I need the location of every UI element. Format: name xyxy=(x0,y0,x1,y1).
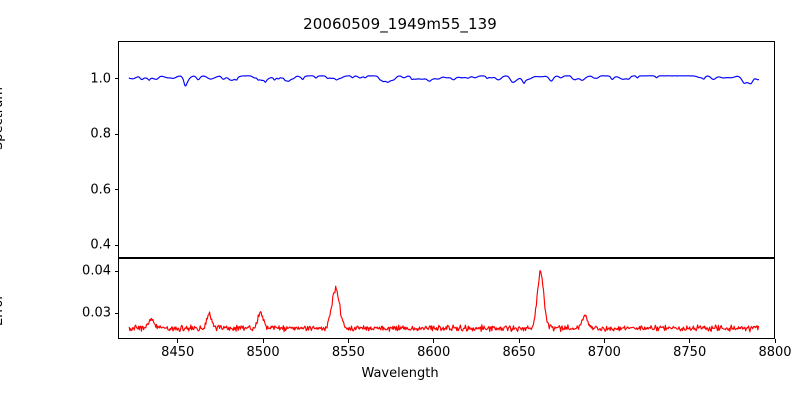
x-tick-label: 8600 xyxy=(417,345,451,360)
y-tick-label-error: 0.03 xyxy=(82,305,111,321)
plot-title: 20060509_1949m55_139 xyxy=(303,15,497,33)
y-tick-label-spectrum: 1.0 xyxy=(90,71,111,87)
axis-tick xyxy=(774,339,776,343)
y-tick-label-spectrum: 0.6 xyxy=(90,182,111,198)
error-plot-area xyxy=(128,270,760,333)
x-tick-label: 8500 xyxy=(246,345,280,360)
axis-tick xyxy=(347,339,349,343)
y-tick-label-spectrum: 0.4 xyxy=(90,237,111,253)
axis-tick xyxy=(433,339,435,343)
x-axis-label: Wavelength xyxy=(361,366,439,381)
x-tick-label: 8550 xyxy=(331,345,365,360)
y-tick-label-error: 0.04 xyxy=(82,263,111,279)
y-axis-label-spectrum: Spectrum xyxy=(0,87,6,150)
x-tick-label: 8800 xyxy=(758,345,792,360)
y-tick-label-spectrum: 0.8 xyxy=(90,126,111,142)
x-tick-label: 8700 xyxy=(587,345,621,360)
axis-tick xyxy=(114,270,118,272)
axis-tick xyxy=(114,133,118,135)
axis-tick xyxy=(114,78,118,80)
x-tick-label: 8450 xyxy=(161,345,195,360)
axis-tick xyxy=(114,244,118,247)
axis-tick xyxy=(114,312,118,314)
x-tick-label: 8750 xyxy=(673,345,707,360)
axis-tick xyxy=(262,339,264,343)
error-axes xyxy=(118,258,775,339)
axis-tick xyxy=(689,339,691,343)
spectrum-axes xyxy=(118,41,775,258)
spectrum-plot-area xyxy=(128,75,760,87)
axis-tick xyxy=(114,189,118,191)
axis-tick xyxy=(603,339,605,343)
axis-tick xyxy=(518,339,520,343)
axis-tick xyxy=(177,339,179,343)
y-axis-label-error: Error xyxy=(0,294,6,326)
x-tick-label: 8650 xyxy=(502,345,536,360)
